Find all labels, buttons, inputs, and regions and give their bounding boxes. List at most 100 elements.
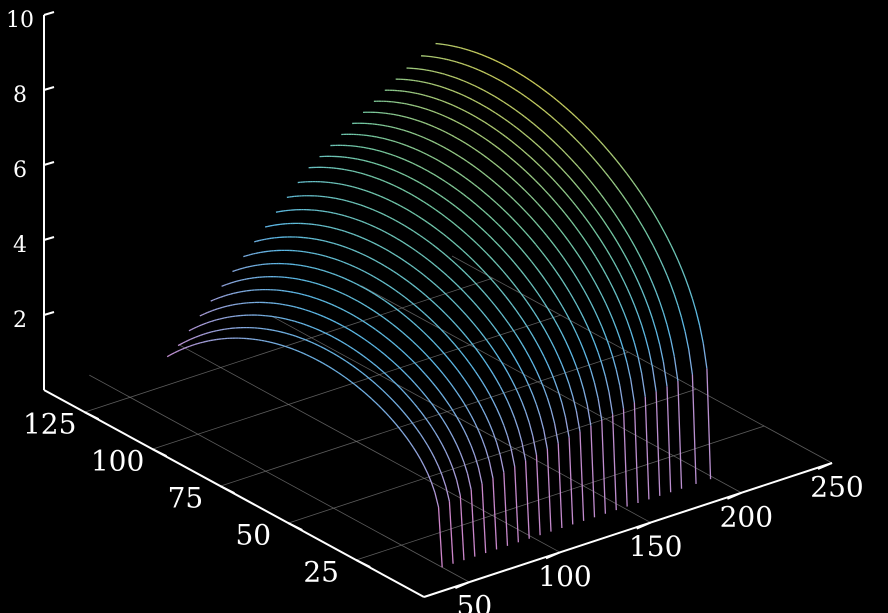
curve-segment bbox=[188, 328, 192, 332]
curve-segment bbox=[610, 208, 615, 214]
curve-segment bbox=[368, 324, 373, 328]
curve-segment bbox=[530, 261, 536, 267]
curve-segment bbox=[318, 329, 323, 333]
curve-segment bbox=[507, 234, 512, 239]
curve-segment bbox=[551, 139, 556, 144]
curve-segment bbox=[221, 317, 225, 320]
curve-segment bbox=[310, 296, 314, 299]
curve-segment bbox=[356, 350, 361, 355]
z-tick-label: 6 bbox=[13, 158, 27, 183]
curve-segment bbox=[573, 248, 579, 255]
curve-segment bbox=[274, 329, 279, 332]
curve-segment bbox=[425, 94, 429, 97]
curve-segment bbox=[387, 182, 392, 185]
curve-segment bbox=[554, 294, 560, 302]
curve-segment bbox=[655, 292, 661, 303]
curve-segment bbox=[489, 256, 494, 261]
curve-segment bbox=[353, 281, 357, 285]
curve-segment bbox=[431, 403, 436, 410]
curve-segment bbox=[406, 208, 410, 212]
curve-segment bbox=[255, 252, 259, 254]
curve-segment bbox=[417, 307, 422, 312]
curve-segment bbox=[444, 101, 448, 104]
curve-segment bbox=[523, 75, 528, 79]
curve-segment bbox=[335, 197, 339, 200]
curve-segment bbox=[446, 356, 452, 362]
curve-segment bbox=[552, 243, 558, 249]
curve-segment bbox=[463, 403, 469, 410]
curve-segment bbox=[449, 166, 454, 170]
curve-segment bbox=[216, 318, 220, 321]
curve-segment bbox=[325, 240, 329, 243]
curve-segment bbox=[460, 374, 466, 380]
curve-segment bbox=[352, 314, 357, 318]
curve-segment bbox=[319, 254, 324, 257]
curve-segment bbox=[323, 316, 328, 319]
curve-segment bbox=[217, 307, 221, 310]
curve-segment bbox=[606, 148, 611, 154]
curve-segment bbox=[394, 202, 398, 205]
curve-segment bbox=[327, 241, 332, 244]
curve-segment bbox=[387, 167, 391, 170]
curve-segment bbox=[532, 435, 538, 455]
curve-segment bbox=[576, 304, 581, 312]
curve-segment bbox=[192, 343, 196, 346]
curve-segment bbox=[250, 253, 254, 256]
curve-segment bbox=[408, 356, 413, 361]
curve-segment bbox=[508, 85, 513, 89]
curve-segment bbox=[407, 262, 412, 266]
curve-segment bbox=[366, 206, 370, 209]
curve-segment bbox=[351, 297, 356, 301]
curve-segment bbox=[351, 330, 356, 334]
curve-segment bbox=[634, 246, 640, 254]
curve-segment bbox=[430, 96, 434, 99]
curve-segment bbox=[399, 275, 404, 279]
curve-segment bbox=[497, 147, 502, 151]
curve-segment bbox=[518, 364, 523, 372]
curve-segment bbox=[633, 342, 639, 357]
curve-segment bbox=[612, 319, 617, 329]
curve-segment bbox=[405, 190, 409, 194]
curve-segment bbox=[396, 237, 401, 241]
curve-segment bbox=[633, 402, 639, 504]
curve-segment bbox=[502, 133, 507, 138]
curve-segment bbox=[423, 201, 427, 205]
curve-segment bbox=[211, 319, 215, 322]
curve-segment bbox=[554, 201, 559, 206]
curve-segment bbox=[645, 232, 651, 240]
curve-segment bbox=[553, 423, 559, 444]
curve-segment bbox=[535, 243, 540, 249]
curve-segment bbox=[556, 248, 561, 254]
curve-segment bbox=[681, 268, 686, 279]
curve-segment bbox=[601, 363, 606, 377]
curve-segment bbox=[213, 330, 217, 333]
curve-segment bbox=[495, 60, 499, 63]
curve-segment bbox=[403, 314, 408, 318]
curve-segment bbox=[470, 445, 476, 456]
curve-segment bbox=[198, 324, 202, 327]
curve-segment bbox=[417, 105, 421, 108]
curve-segment bbox=[567, 239, 572, 245]
curve-segment bbox=[514, 109, 519, 113]
curve-segment bbox=[306, 354, 310, 357]
curve-segment bbox=[507, 323, 513, 329]
curve-segment bbox=[466, 294, 471, 300]
curve-segment bbox=[557, 443, 563, 529]
curve-segment bbox=[470, 489, 476, 557]
curve-segment bbox=[458, 78, 462, 81]
curve-segment bbox=[482, 89, 487, 93]
curve-segment bbox=[470, 389, 476, 397]
curve-segment bbox=[419, 234, 424, 239]
curve-segment bbox=[448, 256, 453, 261]
curve-segment bbox=[401, 173, 406, 176]
curve-segment bbox=[638, 253, 643, 261]
curve-segment bbox=[359, 353, 364, 357]
curve-segment bbox=[616, 241, 622, 249]
grid-line-x bbox=[451, 255, 833, 464]
curve-segment bbox=[382, 165, 386, 168]
curve-segment bbox=[447, 116, 451, 120]
curve-segment bbox=[552, 178, 557, 184]
curve-segment bbox=[578, 209, 584, 215]
curve-segment bbox=[557, 390, 563, 403]
curve-segment bbox=[561, 306, 567, 314]
